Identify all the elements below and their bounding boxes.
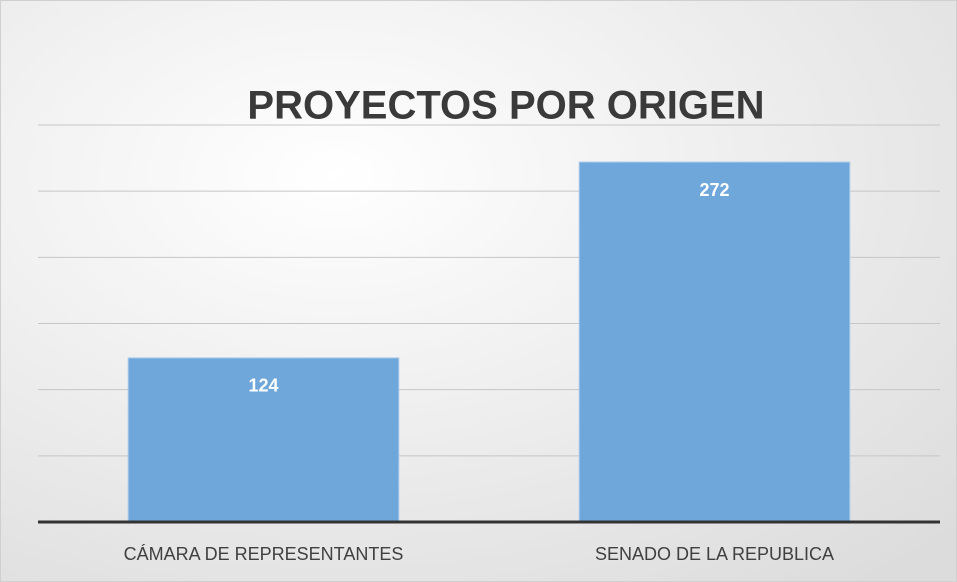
bar [578, 161, 851, 523]
chart-title: PROYECTOS POR ORIGEN [247, 84, 764, 128]
data-label: 124 [248, 376, 278, 396]
marks: CÁMARA DE REPRESENTANTES 124 SENADO DE LA … [38, 161, 940, 564]
data-label: 272 [699, 180, 729, 200]
bar [127, 357, 400, 523]
x-tick-label: SENADO DE LA REPUBLICA [595, 544, 834, 564]
x-tick-label: CÁMARA DE REPRESENTANTES [124, 544, 404, 564]
